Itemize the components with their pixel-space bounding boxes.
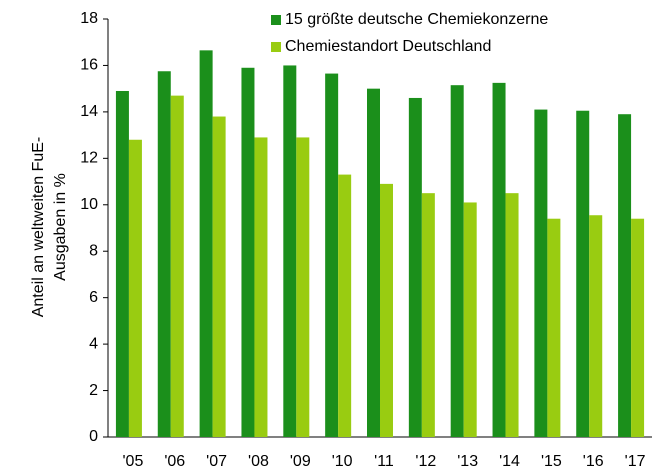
y-tick-label: 18 — [80, 10, 98, 27]
bar — [254, 137, 268, 437]
bar — [631, 218, 645, 437]
bar — [241, 67, 255, 438]
bar — [576, 110, 590, 437]
legend-label: Chemiestandort Deutschland — [285, 38, 491, 55]
y-axis-label-line: Ausgaben in % — [52, 173, 69, 281]
y-axis-label: Anteil an weltweiten FuE- Ausgaben in % — [30, 137, 69, 318]
y-tick-label: 10 — [80, 196, 98, 213]
y-tick-label: 16 — [80, 57, 98, 74]
y-tick-label: 12 — [80, 150, 98, 167]
x-tick-label: '17 — [625, 453, 646, 470]
bar — [534, 109, 548, 438]
x-tick-label: '14 — [499, 453, 520, 470]
bar — [128, 139, 142, 437]
x-tick-label: '10 — [332, 453, 353, 470]
bar — [157, 71, 171, 437]
y-tick-label: 4 — [89, 335, 98, 352]
bar — [547, 218, 561, 437]
bar — [283, 65, 297, 437]
y-axis-label-line: Anteil an weltweiten FuE- — [30, 137, 47, 318]
bar — [199, 50, 213, 437]
x-tick-label: '15 — [541, 453, 562, 470]
x-tick-label: '09 — [290, 453, 311, 470]
x-tick-label: '07 — [206, 453, 227, 470]
bar — [367, 88, 380, 438]
x-tick-label: '11 — [374, 453, 394, 470]
legend-label: 15 größte deutsche Chemiekonzerne — [285, 11, 548, 28]
bar — [421, 193, 435, 437]
bar — [170, 95, 184, 437]
x-tick-label: '05 — [122, 453, 143, 470]
y-tick-label: 2 — [89, 382, 98, 399]
bar — [463, 202, 477, 437]
y-tick-label: 0 — [89, 428, 98, 445]
x-tick-label: '16 — [583, 453, 604, 470]
bar — [325, 73, 339, 438]
x-tick-label: '06 — [164, 453, 185, 470]
legend-swatch — [271, 42, 281, 52]
x-tick-label: '08 — [248, 453, 269, 470]
bar — [618, 114, 632, 437]
bar — [450, 85, 464, 437]
y-tick-label: 6 — [89, 289, 98, 306]
bar — [212, 116, 226, 438]
legend-swatch — [271, 15, 281, 25]
bar — [380, 183, 393, 437]
bar — [492, 82, 506, 437]
bar — [408, 97, 422, 437]
bar — [296, 137, 310, 437]
bar — [338, 174, 352, 438]
bar — [115, 90, 129, 437]
bar — [505, 193, 519, 437]
y-tick-label: 8 — [89, 242, 98, 259]
x-tick-label: '13 — [457, 453, 478, 470]
bar — [589, 215, 603, 437]
y-tick-label: 14 — [80, 103, 98, 120]
x-tick-label: '12 — [415, 453, 436, 470]
